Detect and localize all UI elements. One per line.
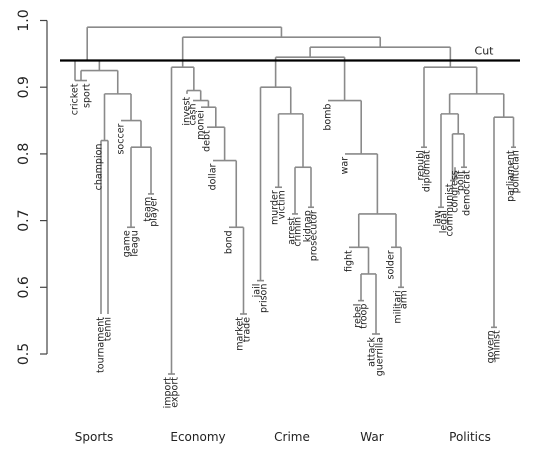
- leaf-label-diplomat: diplomat: [422, 150, 433, 192]
- leaf-label-cricket: cricket: [70, 83, 81, 115]
- leaf-label-arrest: arrest: [287, 217, 298, 245]
- y-tick-label: 0.9: [16, 76, 32, 98]
- leaf-label-polit: polit: [456, 170, 467, 191]
- leaf-label-prison: prison: [259, 284, 270, 313]
- leaf-label-communist: communist: [445, 183, 456, 236]
- leaf-label-market: market: [235, 317, 246, 351]
- leaf-label-arm: arm: [399, 290, 410, 309]
- y-tick-label: 1.0: [16, 9, 32, 31]
- leaf-label-rebel: rebel: [353, 304, 364, 328]
- leaf-label-debt: debt: [202, 130, 213, 152]
- leaf-label-sport: sport: [82, 83, 93, 108]
- leaf-label-victim: victim: [277, 190, 288, 219]
- leaf-label-cash: cash: [188, 104, 199, 126]
- leaf-label-import: import: [163, 377, 174, 409]
- leaf-label-export: export: [170, 377, 181, 408]
- leaf-label-govern: govern: [486, 330, 497, 363]
- dendrogram-branches: [74, 26, 516, 375]
- leaf-label-politician: politician: [511, 150, 522, 193]
- leaf-label-war: war: [340, 157, 351, 175]
- leaf-label-bomb: bomb: [323, 104, 334, 131]
- leaf-label-game: game: [122, 230, 133, 257]
- leaf-label-invest: invest: [182, 97, 193, 126]
- leaf-label-congress: congress: [450, 170, 461, 213]
- y-axis: 0.5 0.6 0.7 0.8 0.9 1.0: [16, 9, 48, 365]
- leaf-label-team: team: [143, 197, 154, 222]
- leaf-label-democrat: democrat: [462, 170, 473, 216]
- leaf-label-republ: republ: [416, 150, 427, 180]
- leaf-label-minist: minist: [492, 330, 503, 360]
- group-label-sports: Sports: [75, 430, 113, 444]
- leaf-label-trade: trade: [242, 317, 253, 342]
- leaf-label-solder: solder: [386, 250, 397, 279]
- leaf-label-attack: attack: [367, 337, 378, 367]
- group-labels: Sports Economy Crime War Politics: [75, 430, 491, 444]
- leaf-label-troop: troop: [359, 304, 370, 329]
- group-label-war: War: [360, 430, 383, 444]
- cut-label: Cut: [475, 45, 495, 58]
- leaf-label-crimin: crimin: [293, 217, 304, 247]
- leaf-label-murder: murder: [270, 190, 281, 225]
- leaf-label-dollar: dollar: [208, 163, 219, 190]
- leaf-label-player: player: [149, 197, 160, 227]
- leaf-label-kidnap: kidnap: [303, 210, 314, 242]
- leaf-label-guerrilla: guerrilla: [375, 337, 386, 376]
- leaf-label-fight: fight: [344, 250, 355, 272]
- y-tick-label: 0.6: [16, 276, 32, 298]
- leaf-label-champion: champion: [94, 144, 105, 191]
- leaf-label-militari: militari: [393, 290, 404, 323]
- group-label-politics: Politics: [449, 430, 491, 444]
- group-label-crime: Crime: [274, 430, 310, 444]
- leaf-label-prosecutor: prosecutor: [309, 210, 320, 261]
- y-tick-label: 0.8: [16, 143, 32, 165]
- leaf-label-soccer: soccer: [116, 123, 127, 154]
- y-tick-label: 0.7: [16, 209, 32, 231]
- y-tick-label: 0.5: [16, 343, 32, 365]
- leaf-label-bond: bond: [224, 230, 235, 254]
- leaf-label-tournament: tournament: [96, 317, 107, 373]
- group-label-economy: Economy: [170, 430, 225, 444]
- leaf-label-jail: jail: [252, 284, 263, 299]
- leaf-label-legal: legal: [439, 210, 450, 233]
- leaf-label-monei: monei: [196, 110, 207, 140]
- leaf-label-law: law: [433, 210, 444, 226]
- leaf-label-parliament: parliament: [506, 150, 517, 202]
- leaf-label-leagu: leagu: [130, 230, 141, 256]
- leaf-label-tenni: tenni: [103, 317, 114, 341]
- cut-line-group: Cut: [60, 45, 520, 62]
